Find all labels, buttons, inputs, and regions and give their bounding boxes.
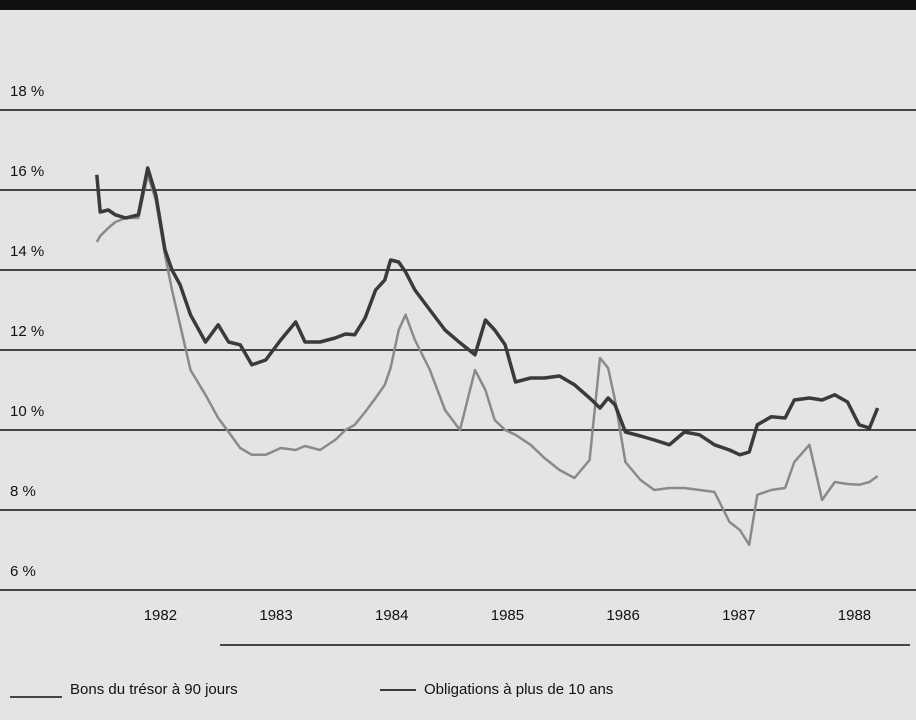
y-tick-label: 18 % (10, 83, 44, 100)
x-tick-label: 1984 (375, 607, 408, 624)
line (95, 166, 880, 457)
line (95, 173, 879, 547)
y-tick-label: 14 % (10, 243, 44, 260)
x-tick-label: 1986 (606, 607, 639, 624)
x-tick-label: 1985 (491, 607, 524, 624)
y-tick-label: 6 % (10, 563, 36, 580)
y-tick-label: 10 % (10, 403, 44, 420)
x-tick-label: 1983 (259, 607, 292, 624)
y-tick-label: 8 % (10, 483, 36, 500)
x-tick-label: 1987 (722, 607, 755, 624)
y-tick-label: 16 % (10, 163, 44, 180)
x-tick-label: 1982 (144, 607, 177, 624)
legend-label: Bons du trésor à 90 jours (70, 681, 238, 698)
legend-label: Obligations à plus de 10 ans (424, 681, 613, 698)
x-tick-label: 1988 (838, 607, 871, 624)
y-tick-label: 12 % (10, 323, 44, 340)
top-bar (0, 0, 916, 10)
